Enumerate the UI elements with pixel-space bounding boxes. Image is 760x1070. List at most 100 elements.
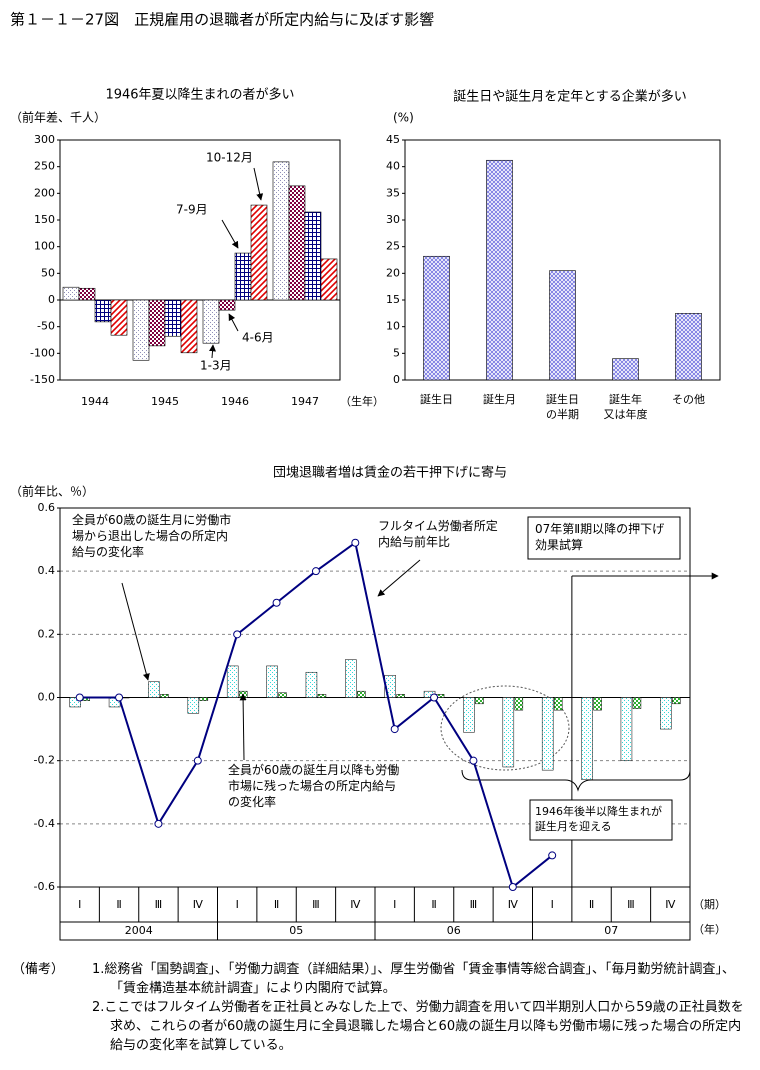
x-tick-label: Ⅱ bbox=[431, 898, 436, 911]
series-label: 7-9月 bbox=[176, 203, 208, 217]
series-label: 10-12月 bbox=[206, 151, 253, 165]
x-tick-label: Ⅳ bbox=[665, 898, 676, 911]
x-tick-label: Ⅰ bbox=[78, 898, 81, 911]
series-label: 全員が60歳の誕生月に労働市場から退出した場合の所定内給与の変化率 bbox=[72, 513, 232, 559]
figure: 第１－１－27図 正規雇用の退職者が所定内給与に及ぼす影響 1946年夏以降生ま… bbox=[10, 11, 726, 941]
x-tick-label: Ⅲ bbox=[627, 898, 635, 911]
marker bbox=[75, 693, 84, 702]
y-tick-label: 35 bbox=[386, 186, 400, 199]
x-tick-label: Ⅳ bbox=[193, 898, 204, 911]
marker bbox=[469, 756, 478, 765]
bar bbox=[62, 286, 80, 301]
bar bbox=[502, 697, 515, 768]
marker bbox=[272, 598, 281, 607]
series-label: 全員が60歳の誕生月以降も労働市場に残った場合の所定内給与の変化率 bbox=[228, 763, 400, 809]
y-tick-label: -150 bbox=[30, 373, 55, 386]
bar bbox=[320, 258, 338, 301]
bar bbox=[593, 697, 602, 711]
bar bbox=[187, 697, 200, 714]
bar bbox=[218, 299, 236, 311]
bar bbox=[396, 694, 405, 698]
note: 1.総務省「国勢調査」、「労働力調査（詳細結果）」、厚生労働省「賃金事情等総合調… bbox=[92, 962, 735, 996]
x-tick-label: Ⅰ bbox=[551, 898, 554, 911]
y-tick-label: 0.4 bbox=[38, 564, 56, 577]
year-label: 06 bbox=[447, 924, 461, 937]
x-tick-label: 1947 bbox=[291, 395, 319, 408]
bar bbox=[250, 204, 268, 301]
chart-title: 団塊退職者増は賃金の若干押下げに寄与 bbox=[273, 465, 507, 481]
x-tick-label: の半期 bbox=[546, 407, 579, 421]
bar bbox=[632, 697, 642, 709]
x-tick-label: 1945 bbox=[151, 395, 179, 408]
year-label: 2004 bbox=[125, 924, 153, 937]
bar bbox=[278, 692, 287, 698]
y-tick-label: 0 bbox=[393, 373, 400, 386]
x-tick-label: 又は年度 bbox=[604, 407, 648, 421]
y-tick-label: 0.6 bbox=[38, 501, 56, 514]
y-tick-label: 0 bbox=[48, 293, 55, 306]
y-tick-label: 250 bbox=[34, 160, 55, 173]
x-tick-label: 1944 bbox=[81, 395, 109, 408]
year-label: 05 bbox=[289, 924, 303, 937]
marker bbox=[233, 630, 242, 639]
bar bbox=[160, 694, 169, 698]
x-tick-label: Ⅲ bbox=[155, 898, 163, 911]
bar bbox=[581, 697, 593, 780]
bar bbox=[486, 159, 513, 381]
x-tick-label: 1946 bbox=[221, 395, 249, 408]
y-tick-label: 20 bbox=[386, 266, 400, 279]
notes-label: （備考） bbox=[12, 962, 65, 977]
y-tick-label: -50 bbox=[37, 320, 55, 333]
y-tick-label: 50 bbox=[41, 266, 55, 279]
series-label: 4-6月 bbox=[242, 331, 274, 345]
x-tick-label: Ⅳ bbox=[350, 898, 361, 911]
bar bbox=[180, 299, 198, 354]
x-tick-label: Ⅲ bbox=[470, 898, 478, 911]
bar bbox=[199, 697, 209, 701]
marker bbox=[390, 725, 399, 734]
marker bbox=[548, 851, 557, 860]
x-tick-label: Ⅱ bbox=[116, 898, 121, 911]
y-tick-label: 10 bbox=[386, 320, 400, 333]
y-tick-label: -100 bbox=[30, 346, 55, 359]
y-tick-label: 5 bbox=[393, 346, 400, 359]
bar bbox=[672, 697, 681, 705]
y-axis-label: (%) bbox=[393, 111, 414, 125]
bar bbox=[69, 697, 81, 708]
y-tick-label: 15 bbox=[386, 293, 400, 306]
x-tick-label: Ⅲ bbox=[312, 898, 320, 911]
bar bbox=[317, 694, 327, 698]
y-axis-label: （前年比、％） bbox=[10, 484, 94, 499]
x-tick-label: その他 bbox=[672, 393, 705, 406]
annotation: 1946年後半以降生まれが誕生月を迎える bbox=[535, 805, 662, 833]
bar bbox=[226, 665, 239, 698]
y-axis-label: （前年差、千人） bbox=[10, 110, 106, 125]
y-tick-label: 300 bbox=[34, 133, 55, 146]
bar bbox=[620, 697, 633, 761]
marker bbox=[311, 567, 320, 576]
y-tick-label: 200 bbox=[34, 186, 55, 199]
x-tick-label: 誕生日 bbox=[546, 392, 579, 406]
figure-title: 第１－１－27図 正規雇用の退職者が所定内給与に及ぼす影響 bbox=[10, 11, 434, 29]
bar bbox=[675, 313, 702, 381]
x-tick-label: Ⅱ bbox=[589, 898, 594, 911]
y-tick-label: 0.0 bbox=[38, 691, 56, 704]
y-tick-label: -0.2 bbox=[34, 754, 55, 767]
bar bbox=[345, 659, 357, 698]
bar bbox=[305, 671, 318, 698]
bar bbox=[202, 299, 220, 344]
marker bbox=[430, 693, 439, 702]
bar bbox=[148, 299, 166, 347]
bar bbox=[475, 697, 484, 705]
x-tick-label: Ⅳ bbox=[508, 898, 519, 911]
marker bbox=[351, 538, 360, 547]
marker bbox=[154, 819, 163, 828]
bar bbox=[357, 690, 366, 698]
bar bbox=[266, 665, 278, 698]
marker bbox=[508, 883, 517, 891]
bar bbox=[234, 252, 252, 301]
x-axis-label: （年） bbox=[693, 922, 726, 936]
chart-title: 誕生日や誕生月を定年とする企業が多い bbox=[453, 89, 687, 105]
x-tick-label: 誕生日 bbox=[420, 392, 453, 406]
